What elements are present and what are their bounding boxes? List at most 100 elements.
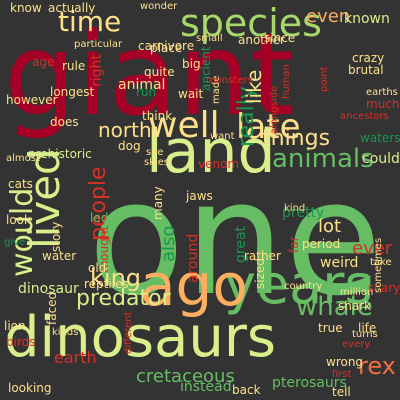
cloud-word-longest: longest: [50, 85, 95, 99]
cloud-word-would: would: [5, 187, 40, 277]
cloud-word-kinds: kinds: [52, 327, 79, 338]
cloud-word-place: place: [150, 41, 183, 55]
cloud-word-human: human: [281, 64, 292, 99]
cloud-word-sometimes: sometimes: [373, 237, 384, 293]
cloud-word-does: does: [50, 115, 79, 129]
cloud-word-true: true: [318, 321, 343, 335]
cloud-word-alongside: alongside: [269, 85, 280, 134]
cloud-word-ancestors: ancestors: [340, 111, 389, 122]
cloud-word-weird: weird: [320, 255, 359, 271]
cloud-word-faced: faced: [45, 291, 59, 325]
cloud-word-brutal: brutal: [348, 63, 384, 77]
cloud-word-actually: actually: [48, 1, 96, 15]
cloud-word-particular: particular: [74, 39, 123, 50]
cloud-word-land: land: [146, 117, 276, 187]
cloud-word-time: time: [58, 5, 122, 38]
cloud-word-pterosaurs: pterosaurs: [272, 375, 347, 391]
cloud-word-whale: whale: [296, 292, 373, 322]
cloud-word-old: old: [88, 261, 107, 275]
cloud-word-far: far: [287, 236, 301, 253]
cloud-word-cretaceous: cretaceous: [136, 366, 235, 387]
cloud-word-almost: almost: [6, 153, 40, 164]
cloud-word-instead: instead: [180, 379, 232, 395]
cloud-word-monsters: monsters: [206, 75, 253, 86]
cloud-word-tell: tell: [332, 385, 351, 399]
cloud-word-scary: scary: [368, 281, 400, 295]
cloud-word-see: see: [146, 147, 164, 158]
cloud-word-could: could: [362, 151, 400, 167]
cloud-word-however: however: [6, 93, 58, 107]
cloud-word-crazy: crazy: [352, 51, 385, 65]
cloud-word-even: even: [306, 6, 351, 27]
cloud-word-earths: earths: [366, 87, 398, 98]
cloud-word-prehistoric: prehistoric: [28, 147, 92, 161]
cloud-word-dinosaur: dinosaur: [18, 281, 79, 297]
cloud-word-jaws: jaws: [186, 189, 213, 203]
cloud-word-animal: animal: [118, 77, 166, 93]
cloud-word-another: another: [238, 33, 285, 47]
cloud-word-ago: ago: [140, 251, 248, 319]
cloud-word-country: country: [284, 281, 323, 292]
cloud-word-looking: looking: [8, 381, 52, 395]
cloud-word-carnivore: carnivore: [138, 39, 195, 53]
cloud-word-well: well: [148, 105, 220, 146]
cloud-word-different: different: [123, 311, 134, 354]
cloud-word-rex: rex: [358, 352, 396, 380]
cloud-word-since: since: [264, 31, 296, 45]
cloud-word-wait: wait: [178, 87, 204, 101]
cloud-word-ever: ever: [352, 238, 393, 259]
cloud-word-give: give: [4, 237, 26, 248]
cloud-word-think: think: [142, 109, 173, 123]
cloud-word-first: first: [332, 369, 352, 380]
cloud-word-kind: kind: [284, 203, 306, 214]
cloud-word-period: period: [302, 237, 341, 251]
cloud-word-dog: dog: [118, 139, 141, 153]
cloud-word-ancient: ancient: [199, 46, 213, 91]
cloud-word-known: known: [344, 11, 390, 27]
cloud-word-want: want: [210, 131, 235, 142]
cloud-word-venom: venom: [198, 157, 240, 171]
cloud-word-story: story: [49, 221, 63, 252]
cloud-word-north: north: [98, 118, 152, 142]
cloud-word-lion: lion: [4, 319, 26, 333]
cloud-word-lot: lot: [318, 216, 342, 237]
cloud-word-water: water: [42, 249, 77, 263]
cloud-word-every: every: [342, 339, 371, 350]
cloud-word-right: right: [89, 54, 105, 87]
cloud-word-much: much: [366, 97, 400, 111]
cloud-word-small: small: [196, 33, 223, 44]
cloud-word-cats: cats: [8, 177, 33, 191]
cloud-word-million: million: [340, 287, 374, 298]
cloud-word-rather: rather: [244, 249, 281, 263]
cloud-word-animals: animals: [272, 144, 374, 174]
cloud-word-around: around: [185, 233, 201, 283]
cloud-word-one: one: [88, 147, 383, 331]
cloud-word-giant: giant: [4, 8, 295, 141]
cloud-word-years: years: [224, 253, 373, 316]
cloud-word-dinosaurs: dinosaurs: [4, 305, 277, 370]
cloud-word-waters: waters: [360, 131, 400, 145]
cloud-word-take: take: [370, 257, 392, 268]
cloud-word-pretty: pretty: [282, 205, 325, 221]
cloud-word-know: know: [10, 1, 42, 15]
cloud-word-skies: skies: [144, 157, 170, 168]
cloud-word-life: life: [358, 321, 377, 335]
cloud-word-predator: predator: [76, 286, 171, 311]
cloud-word-back: back: [232, 383, 261, 397]
cloud-word-point: point: [319, 66, 330, 92]
cloud-word-turns: turns: [352, 329, 378, 340]
cloud-word-age: age: [32, 55, 55, 69]
cloud-word-rule: rule: [62, 59, 86, 73]
cloud-word-big: big: [182, 57, 201, 71]
cloud-word-things: things: [262, 126, 331, 151]
cloud-word-shark: shark: [338, 299, 372, 313]
cloud-word-earth: earth: [54, 348, 97, 367]
cloud-word-also: also: [158, 225, 179, 262]
cloud-word-wonder: wonder: [140, 1, 178, 12]
cloud-word-wrong: wrong: [326, 355, 364, 369]
cloud-word-led: led: [90, 211, 109, 225]
cloud-word-quite: quite: [144, 65, 175, 79]
cloud-word-species: species: [180, 1, 322, 45]
cloud-word-run: run: [136, 85, 157, 99]
